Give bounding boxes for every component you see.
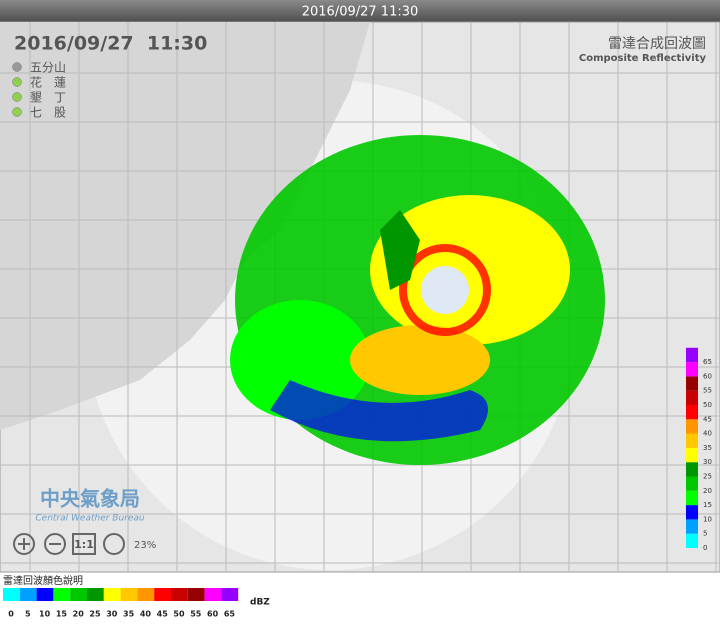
legend-swatch: [221, 588, 239, 601]
legend-label: 15: [56, 610, 68, 619]
legend-label: 65: [224, 610, 236, 619]
header-bar: [0, 0, 720, 22]
scale-label: 50: [703, 401, 712, 409]
legend-swatch: [53, 588, 71, 601]
scale-label: 35: [703, 444, 712, 452]
station-name: 花 蓮: [30, 75, 66, 90]
scale-swatch: [686, 419, 698, 434]
scale-label: 5: [703, 530, 707, 538]
legend-label: 10: [39, 610, 51, 619]
scale-label: 0: [703, 544, 707, 552]
station-name: 墾 丁: [30, 91, 66, 105]
scale-label: 65: [703, 358, 712, 366]
legend-swatch: [154, 588, 171, 601]
legend-label: 45: [157, 610, 169, 619]
legend-label: 50: [173, 610, 185, 619]
scale-swatch: [686, 433, 698, 448]
legend-swatch: [187, 588, 205, 601]
legend-label: 20: [73, 610, 85, 619]
scale-swatch: [686, 405, 698, 420]
taiwan-echo: [380, 210, 420, 290]
scale-label: 60: [703, 372, 712, 380]
zoom-in[interactable]: [13, 533, 35, 555]
legend-label: 30: [106, 610, 118, 619]
legend-label: 55: [190, 610, 202, 619]
legend-swatch: [204, 588, 222, 601]
echo: [230, 135, 605, 465]
station-name: 五分山: [30, 61, 66, 75]
scale-label: 20: [703, 487, 712, 495]
map-title: 雷達合成回波圖: [608, 36, 706, 52]
zoom-reset[interactable]: [72, 533, 96, 555]
scale-swatch: [686, 519, 698, 534]
scale-label: 10: [703, 515, 712, 523]
legend-swatch: [103, 588, 121, 601]
echo-band-edge: [270, 380, 488, 442]
legend-unit: dBZ: [250, 598, 270, 608]
scale-swatch: [686, 362, 698, 377]
echo-band: [230, 300, 370, 420]
scale-swatch: [686, 462, 698, 477]
scale-label: 40: [703, 430, 712, 438]
legend-swatch: [137, 588, 155, 601]
side-scale: 0 5 10 15 20 25 30 35 40 45 50 55 60 65: [686, 347, 712, 552]
zoom-out[interactable]: [44, 533, 66, 555]
scale-label: 25: [703, 473, 712, 481]
scale-swatch: [686, 347, 698, 363]
legend-label: 35: [123, 610, 135, 619]
opacity-button[interactable]: [103, 533, 125, 555]
legend: 0 5 10 15 20 25 30 35 40 45 50 55 60 65: [3, 588, 239, 619]
scale-swatch: [686, 376, 698, 391]
legend-swatch: [19, 588, 37, 601]
legend-label: 40: [140, 610, 152, 619]
scale-swatch: [686, 447, 698, 463]
station-name: 七 股: [30, 106, 66, 120]
map: 2016/09/27 11:30 雷達合成回波圖 Composite Refle…: [0, 21, 720, 573]
scale-label: 55: [703, 387, 712, 395]
station-dot: [12, 77, 22, 87]
map-datetime: 2016/09/27 11:30: [14, 33, 207, 55]
station-dot: [12, 92, 22, 102]
scale-swatch: [686, 490, 698, 506]
station-dot: [12, 62, 22, 72]
opacity-label: 23%: [134, 540, 156, 551]
legend-label: 60: [207, 610, 219, 619]
scale-label: 30: [703, 458, 712, 466]
logo-english: Central Weather Bureau: [35, 514, 145, 524]
legend-swatch: [87, 588, 104, 601]
scale-label: 15: [703, 501, 712, 509]
legend-swatch: [171, 588, 188, 601]
zoom-in-icon: [18, 538, 30, 550]
legend-label: 25: [89, 610, 101, 619]
scale-swatch: [686, 505, 698, 520]
legend-title: 雷達回波顏色說明: [3, 574, 83, 587]
legend-label: 5: [25, 610, 31, 619]
legend-swatch: [3, 588, 20, 601]
legend-label: 0: [8, 610, 14, 619]
legend-swatch: [36, 588, 54, 601]
controls: 1:1 23%: [13, 533, 156, 555]
header-time: 2016/09/27 11:30: [302, 5, 419, 20]
zoom-reset-label: 1:1: [74, 538, 94, 551]
scale-swatch: [686, 390, 698, 405]
logo-name: 中央氣象局: [40, 487, 140, 511]
legend-swatch: [120, 588, 138, 601]
map-subtitle: Composite Reflectivity: [579, 53, 707, 64]
legend-swatch: [70, 588, 87, 601]
scale-swatch: [686, 476, 698, 491]
echo-core: [370, 195, 570, 345]
eye: [421, 266, 469, 314]
echo-core-south: [350, 325, 490, 395]
scale-label: 45: [703, 415, 712, 423]
eyewall: [399, 244, 491, 336]
mainland: [0, 22, 370, 430]
station-dot: [12, 107, 22, 117]
scale-swatch: [686, 533, 698, 548]
